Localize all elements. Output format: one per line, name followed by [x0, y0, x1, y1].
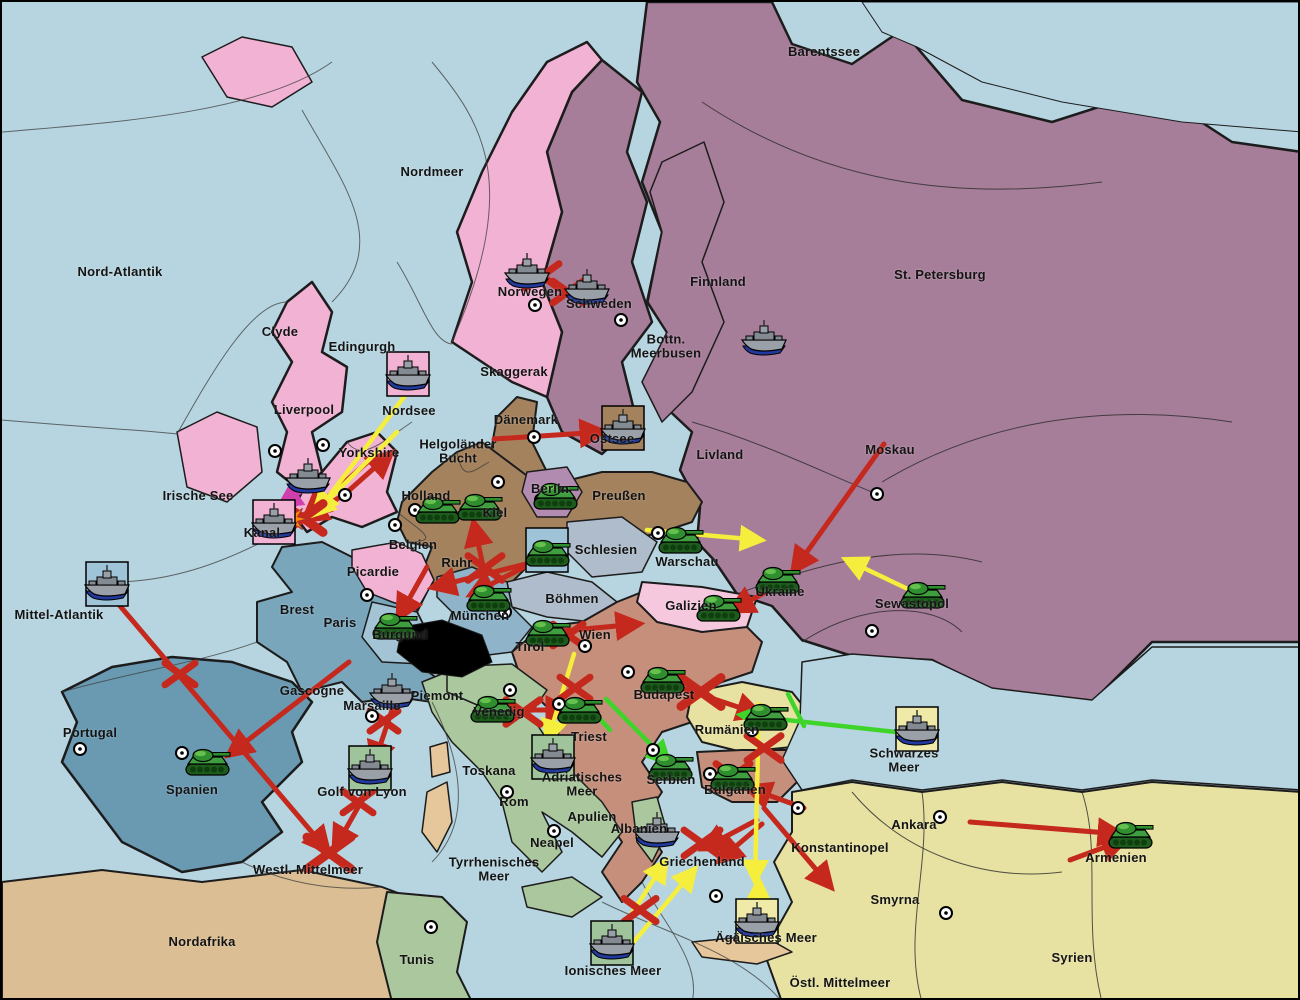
failed-move-x-icon: [620, 894, 660, 926]
supply-center-icon: [578, 639, 592, 653]
failed-move-x-icon: [339, 787, 377, 817]
region-sizilien[interactable]: [521, 876, 603, 918]
region-schwarzes-meer[interactable]: [781, 646, 1300, 791]
supply-center-icon: [491, 475, 505, 489]
region-tuerkei[interactable]: [763, 781, 1300, 1000]
failed-move-x-icon: [676, 673, 726, 711]
supply-center-icon: [646, 743, 660, 757]
order-arrow-red: [224, 659, 352, 759]
army-berlin-tank-icon[interactable]: [527, 469, 583, 521]
order-arrow-yellow: [309, 429, 400, 519]
army-tirol-tank-icon[interactable]: [519, 606, 575, 658]
supply-center-icon: [865, 624, 879, 638]
army-bulgarien-tank-icon[interactable]: [704, 750, 760, 802]
region-sardinien[interactable]: [421, 781, 453, 853]
army-ukraine-tank-icon[interactable]: [749, 553, 805, 605]
army-spanien-tank-icon[interactable]: [179, 735, 235, 787]
army-galizien-tank-icon[interactable]: [690, 581, 746, 633]
failed-move-x-icon: [680, 826, 724, 860]
supply-center-icon: [528, 298, 542, 312]
order-arrow-red: [491, 418, 610, 449]
region-norwegen[interactable]: [450, 40, 604, 399]
region-barentssee-inlet: [861, 2, 1298, 133]
supply-center-icon: [621, 665, 635, 679]
region-korsika[interactable]: [429, 741, 451, 778]
army-rumaenien-tank-icon[interactable]: [737, 690, 793, 742]
failed-move-x-icon: [161, 659, 199, 689]
fleet-nordsee-ship-icon[interactable]: [380, 350, 436, 402]
order-arrow-red: [967, 817, 1128, 848]
supply-center-icon: [365, 709, 379, 723]
supply-center-icon: [338, 488, 352, 502]
supply-center-icon: [268, 444, 282, 458]
army-sewastopol-tank-icon[interactable]: [894, 568, 950, 620]
fleet-schwarzes-meer-ship-icon[interactable]: [889, 705, 945, 757]
supply-center-icon: [316, 438, 330, 452]
failed-move-x-icon: [302, 832, 356, 874]
fleet-mittel-atlantik-ship-icon[interactable]: [79, 560, 135, 612]
army-armenien-tank-icon[interactable]: [1102, 808, 1158, 860]
fleet-marsaille-ship-icon[interactable]: [364, 668, 420, 720]
fleet-aegaeisches-meer-ship-icon[interactable]: [729, 897, 785, 949]
supply-center-icon: [500, 785, 514, 799]
fleet-bottn-meerbusen-ship-icon[interactable]: [736, 315, 792, 367]
failed-move-x-icon: [464, 552, 506, 584]
region-tunis[interactable]: [376, 891, 472, 1000]
fleet-golf-von-lyon-ship-icon[interactable]: [342, 744, 398, 796]
supply-center-icon: [709, 889, 723, 903]
order-arrow-red: [112, 597, 332, 856]
army-triest-tank-icon[interactable]: [551, 683, 607, 735]
army-muenchen-tank-icon[interactable]: [460, 571, 516, 623]
supply-center-icon: [614, 313, 628, 327]
army-warschau-tank-icon[interactable]: [652, 513, 708, 565]
fleet-adriatisches-meer-ship-icon[interactable]: [525, 733, 581, 785]
army-belgien-tank-icon[interactable]: [519, 526, 575, 578]
fleet-norwegen-ship-icon[interactable]: [499, 248, 555, 300]
supply-center-icon: [175, 746, 189, 760]
supply-center-icon: [870, 487, 884, 501]
failed-move-x-icon: [743, 732, 785, 764]
army-budapest-tank-icon[interactable]: [634, 653, 690, 705]
region-island[interactable]: [201, 36, 313, 108]
order-arrow-red: [395, 564, 430, 624]
fleet-griechenland-ship-icon[interactable]: [629, 807, 685, 859]
region-irland[interactable]: [176, 411, 263, 503]
order-arrow-yellow: [840, 556, 917, 595]
cross-stroke-green: [785, 691, 807, 729]
supply-center-icon: [939, 906, 953, 920]
army-kiel-tank-icon[interactable]: [451, 480, 507, 532]
order-arrow-red: [342, 449, 396, 497]
fleet-kanal-ship-icon[interactable]: [246, 498, 302, 550]
fleet-ostsee-ship-icon[interactable]: [595, 404, 651, 456]
failed-move-x-icon: [556, 673, 594, 703]
region-finnland[interactable]: [641, 141, 725, 423]
supply-center-icon: [527, 430, 541, 444]
fleet-ionisches-meer-ship-icon[interactable]: [584, 919, 640, 971]
order-arrow-red: [761, 805, 835, 892]
order-arrow-yellow: [741, 701, 769, 887]
army-burgund-tank-icon[interactable]: [366, 599, 422, 651]
supply-center-icon: [388, 518, 402, 532]
supply-center-icon: [73, 742, 87, 756]
army-venedig-tank-icon[interactable]: [464, 682, 520, 734]
supply-center-icon: [933, 810, 947, 824]
order-arrow-yellow: [629, 864, 699, 947]
army-holland-tank-icon[interactable]: [409, 483, 465, 535]
fleet-schweden-ship-icon[interactable]: [559, 264, 615, 316]
supply-center-icon: [503, 683, 517, 697]
supply-center-icon: [424, 920, 438, 934]
army-serbien-tank-icon[interactable]: [642, 740, 698, 792]
supply-center-icon: [360, 588, 374, 602]
supply-center-icon: [651, 526, 665, 540]
supply-center-icon: [547, 824, 561, 838]
region-schweiz: [396, 619, 493, 678]
supply-center-icon: [791, 801, 805, 815]
order-arrow-red: [789, 441, 887, 577]
